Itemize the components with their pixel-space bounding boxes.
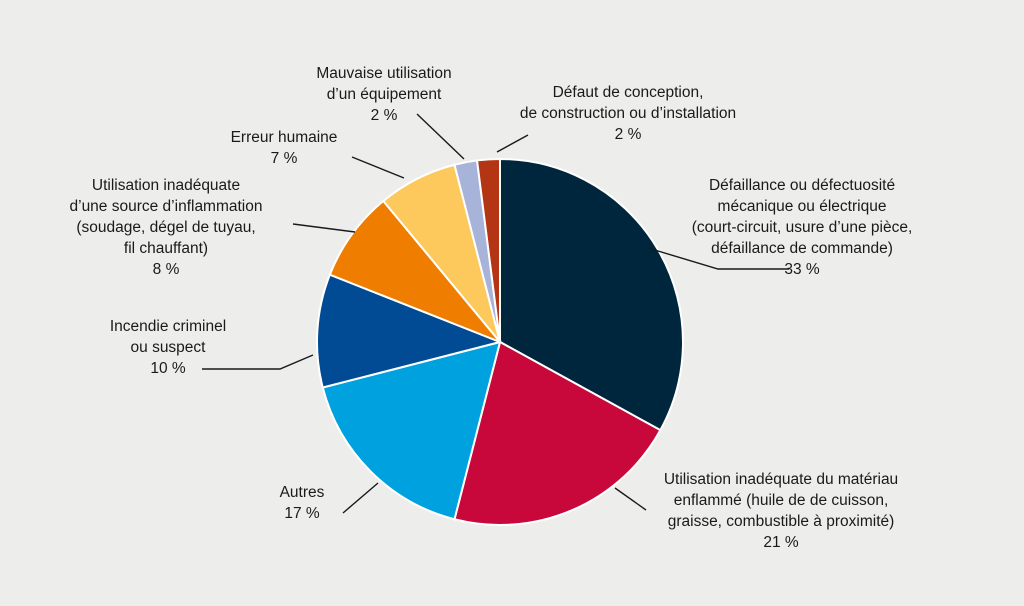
pie-slice-4 (328, 199, 501, 343)
leader-line-7 (496, 134, 529, 153)
pie-slices (316, 157, 684, 526)
leader-lines (202, 113, 789, 514)
leader-line-6 (416, 113, 465, 160)
slice-label-line: Défaut de conception, (553, 84, 704, 101)
slice-percent-1: 21 % (763, 534, 799, 551)
slice-label-line: d’un équipement (327, 86, 442, 103)
slice-label-0: Défaillance ou défectuosité mécanique ou … (692, 177, 913, 278)
slice-label-1: Utilisation inadéquate du matériau enflam… (664, 471, 898, 551)
slice-label-line: Incendie criminel (110, 318, 226, 335)
slice-percent-4: 8 % (153, 261, 180, 278)
slice-percent-7: 2 % (615, 126, 642, 143)
leader-line-0 (647, 247, 789, 270)
leader-line-3 (202, 354, 314, 370)
slice-label-line: fil chauffant) (124, 240, 208, 257)
slice-percent-0: 33 % (784, 261, 820, 278)
slice-percent-3: 10 % (150, 360, 186, 377)
pie-slice-1 (453, 340, 662, 526)
slice-label-line: de construction ou d’installation (520, 105, 736, 122)
pie-slice-2 (321, 340, 502, 521)
slice-label-line: enflammé (huile de de cuisson, (674, 492, 889, 509)
slice-label-line: Utilisation inadéquate (92, 177, 240, 194)
slice-label-line: (soudage, dégel de tuyau, (76, 219, 255, 236)
slice-label-line: Autres (280, 484, 325, 501)
slice-label-2: Autres 17 % (280, 484, 325, 522)
slice-label-line: Défaillance ou défectuosité (709, 177, 895, 194)
pie-slice-7 (475, 157, 501, 343)
slice-label-line: Mauvaise utilisation (316, 65, 451, 82)
leader-line-2 (342, 482, 379, 514)
leader-line-5 (351, 156, 405, 179)
slice-label-3: Incendie criminel ou suspect 10 % (110, 318, 226, 377)
slice-labels: Défaillance ou défectuosité mécanique ou … (70, 65, 913, 551)
slice-label-line: mécanique ou électrique (718, 198, 887, 215)
slice-label-6: Mauvaise utilisation d’un équipement 2 % (316, 65, 451, 124)
slice-label-5: Erreur humaine 7 % (231, 129, 338, 167)
slice-label-7: Défaut de conception, de construction ou … (520, 84, 736, 143)
slice-percent-6: 2 % (371, 107, 398, 124)
slice-label-line: ou suspect (131, 339, 207, 356)
slice-label-line: défaillance de commande) (711, 240, 893, 257)
slice-percent-2: 17 % (284, 505, 320, 522)
slice-label-4: Utilisation inadéquate d’une source d’inf… (70, 177, 263, 278)
pie-slice-3 (316, 273, 504, 389)
pie-slice-0 (499, 157, 684, 432)
slice-label-line: Erreur humaine (231, 129, 338, 146)
slice-label-line: (court-circuit, usure d’une pièce, (692, 219, 913, 236)
leader-line-4 (292, 223, 356, 233)
slice-label-line: Utilisation inadéquate du matériau (664, 471, 898, 488)
slice-label-line: d’une source d’inflammation (70, 198, 263, 215)
leader-line-1 (614, 487, 647, 511)
slice-percent-5: 7 % (271, 150, 298, 167)
slice-label-line: graisse, combustible à proximité) (668, 513, 895, 530)
